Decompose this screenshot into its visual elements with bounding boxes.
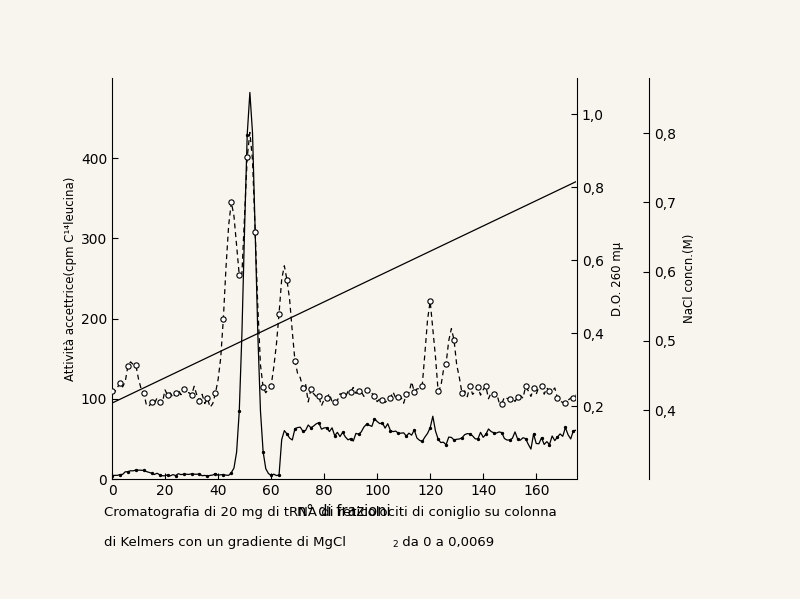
Text: da 0 a 0,0069: da 0 a 0,0069: [398, 536, 494, 549]
Text: di Kelmers con un gradiente di MgCl: di Kelmers con un gradiente di MgCl: [104, 536, 346, 549]
Y-axis label: D.O. 260 mμ: D.O. 260 mμ: [610, 241, 624, 316]
Y-axis label: Attività accettrice(cpm C¹⁴leucina): Attività accettrice(cpm C¹⁴leucina): [63, 176, 77, 381]
Y-axis label: NaCl concn.(M): NaCl concn.(M): [682, 234, 696, 323]
Text: 2: 2: [392, 540, 398, 549]
Text: Cromatografia di 20 mg di tRNA di reticolociti di coniglio su colonna: Cromatografia di 20 mg di tRNA di retico…: [104, 506, 557, 519]
X-axis label: n° di frazioni: n° di frazioni: [297, 504, 391, 519]
